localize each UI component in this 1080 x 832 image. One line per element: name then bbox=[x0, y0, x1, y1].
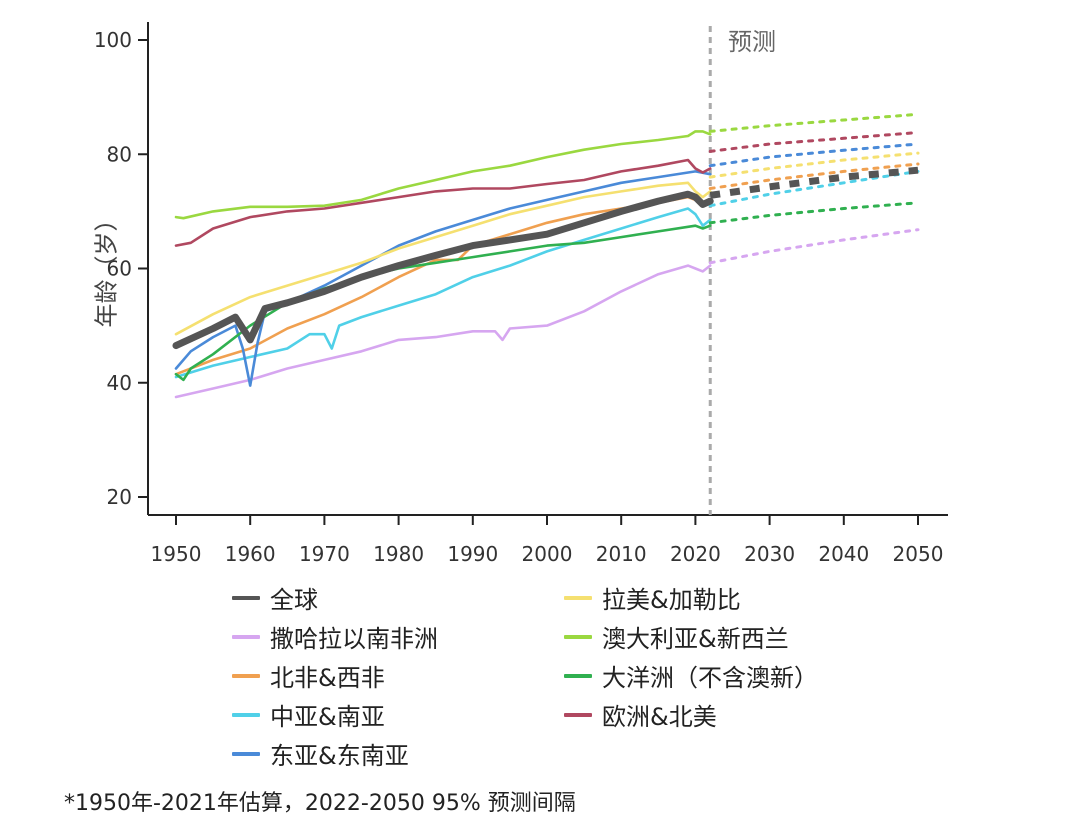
x-tick-label: 2030 bbox=[744, 542, 795, 566]
x-tick-label: 2050 bbox=[893, 542, 944, 566]
x-tick-label: 2010 bbox=[596, 542, 647, 566]
x-tick-label: 1990 bbox=[447, 542, 498, 566]
legend-item: 全球 bbox=[232, 580, 318, 615]
x-tick-label: 1960 bbox=[225, 542, 276, 566]
legend-item: 欧洲&北美 bbox=[564, 697, 717, 732]
footnote: *1950年-2021年估算，2022-2050 95% 预测间隔 bbox=[64, 791, 576, 816]
series-line bbox=[174, 158, 712, 247]
legend-item: 撒哈拉以南非洲 bbox=[232, 619, 438, 654]
series-forecast-line bbox=[708, 169, 920, 208]
x-tick-label: 2000 bbox=[522, 542, 573, 566]
legend-swatch bbox=[232, 634, 260, 639]
series-line bbox=[174, 207, 712, 379]
series-line bbox=[174, 181, 712, 336]
legend-item: 拉美&加勒比 bbox=[564, 580, 741, 615]
legend-label: 拉美&加勒比 bbox=[602, 586, 741, 614]
legend-swatch bbox=[564, 595, 592, 600]
legend-label: 撒哈拉以南非洲 bbox=[270, 625, 438, 653]
legend-label: 中亚&南亚 bbox=[270, 703, 385, 731]
legend-label: 全球 bbox=[270, 586, 318, 614]
y-tick-label: 20 bbox=[107, 485, 132, 509]
series-line bbox=[174, 170, 712, 387]
x-tick-label: 2040 bbox=[818, 542, 869, 566]
series-line bbox=[174, 224, 712, 382]
x-tick-label: 1950 bbox=[151, 542, 202, 566]
y-tick-label: 40 bbox=[107, 371, 132, 395]
legend-item: 大洋洲（不含澳新） bbox=[564, 658, 818, 693]
legend-swatch bbox=[232, 673, 260, 678]
legend-item: 北非&西非 bbox=[232, 658, 385, 693]
y-tick-label: 80 bbox=[107, 142, 132, 166]
legend-label: 东亚&东南亚 bbox=[270, 742, 409, 770]
legend-swatch bbox=[564, 712, 592, 717]
series-forecast-line bbox=[708, 228, 920, 265]
legend-label: 澳大利亚&新西兰 bbox=[602, 625, 789, 653]
legend-label: 北非&西非 bbox=[270, 664, 385, 692]
forecast-label: 预测 bbox=[728, 28, 776, 56]
series-line bbox=[174, 264, 712, 399]
legend-item: 中亚&南亚 bbox=[232, 697, 385, 732]
legend-swatch bbox=[564, 673, 592, 678]
x-tick-label: 1970 bbox=[299, 542, 350, 566]
legend-swatch bbox=[232, 751, 260, 756]
series-line bbox=[172, 190, 714, 350]
legend-item: 澳大利亚&新西兰 bbox=[564, 619, 789, 654]
series-forecast-line bbox=[708, 151, 920, 179]
x-tick-label: 2020 bbox=[670, 542, 721, 566]
legend-label: 大洋洲（不含澳新） bbox=[602, 664, 818, 692]
y-tick-label: 60 bbox=[107, 257, 132, 281]
y-axis-label: 年龄（岁） bbox=[92, 207, 121, 328]
series-forecast-line bbox=[708, 201, 920, 225]
series-forecast-line bbox=[708, 112, 920, 133]
y-tick-label: 100 bbox=[94, 28, 132, 52]
legend-swatch bbox=[564, 634, 592, 639]
legend-label: 欧洲&北美 bbox=[602, 703, 717, 731]
legend-swatch bbox=[232, 712, 260, 717]
x-tick-label: 1980 bbox=[373, 542, 424, 566]
legend-swatch bbox=[232, 595, 260, 600]
series-forecast-line bbox=[708, 131, 920, 153]
legend-item: 东亚&东南亚 bbox=[232, 736, 409, 771]
series-forecast-line bbox=[709, 166, 919, 199]
series-line bbox=[174, 130, 712, 220]
